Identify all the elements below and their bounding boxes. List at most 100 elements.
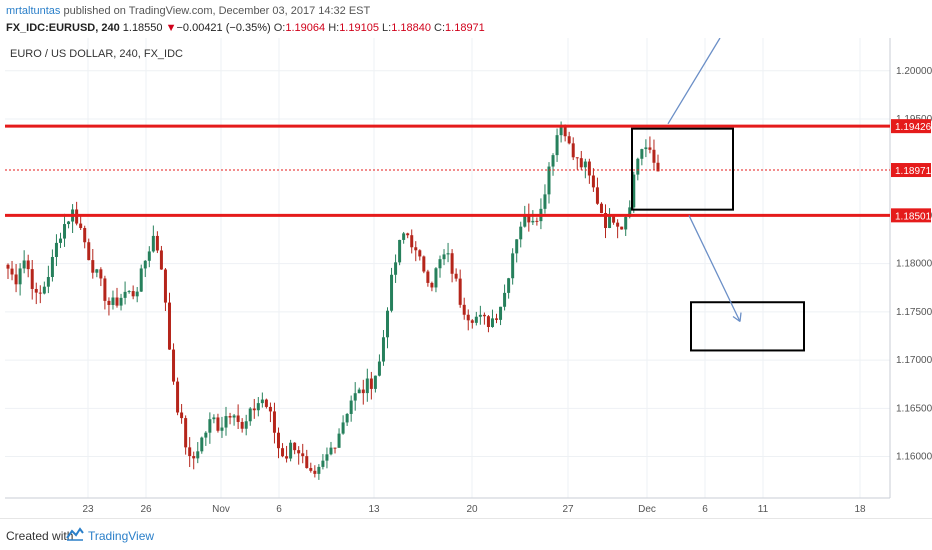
created-with-text: Created with bbox=[6, 529, 74, 543]
low-label: L: bbox=[382, 22, 392, 34]
candle-body bbox=[256, 403, 260, 411]
candle-body bbox=[495, 318, 499, 320]
x-tick-label: Nov bbox=[212, 504, 230, 515]
publish-info: published on TradingView.com, December 0… bbox=[60, 5, 371, 17]
chart-area[interactable]: 1.200001.195001.185001.180001.175001.170… bbox=[0, 38, 932, 518]
arrow-head-icon bbox=[732, 312, 742, 323]
candle-body bbox=[531, 220, 535, 223]
candle-body bbox=[624, 216, 628, 230]
candle-body bbox=[466, 314, 470, 321]
candle-body bbox=[515, 239, 519, 254]
candle-body bbox=[232, 415, 236, 418]
candle-body bbox=[260, 399, 264, 404]
candle-body bbox=[543, 194, 547, 209]
candle-body bbox=[119, 297, 123, 306]
candle-body bbox=[337, 433, 341, 448]
candle-body bbox=[289, 442, 293, 459]
candle-body bbox=[414, 247, 418, 251]
candle-body bbox=[321, 460, 325, 467]
candle-body bbox=[418, 250, 422, 257]
candle-body bbox=[216, 417, 220, 431]
author-link[interactable]: mrtaltuntas bbox=[6, 5, 61, 17]
candle-body bbox=[244, 421, 248, 429]
x-tick-label: 11 bbox=[758, 504, 769, 515]
candle-body bbox=[155, 235, 159, 251]
candle-body bbox=[208, 419, 212, 433]
candle-body bbox=[446, 253, 450, 255]
candle-body bbox=[595, 187, 599, 204]
candle-body bbox=[490, 318, 494, 327]
y-tick-label: 1.17500 bbox=[896, 307, 932, 318]
candle-body bbox=[10, 268, 14, 275]
candle-body bbox=[127, 291, 131, 293]
candle-body bbox=[474, 316, 478, 323]
candle-body bbox=[386, 310, 390, 338]
candle-body bbox=[563, 125, 567, 137]
candle-body bbox=[579, 158, 583, 168]
candle-body bbox=[95, 269, 99, 273]
candle-body bbox=[135, 291, 139, 297]
candle-body bbox=[394, 262, 398, 275]
x-tick-label: 23 bbox=[82, 504, 94, 515]
candle-body bbox=[180, 412, 184, 419]
candle-body bbox=[377, 361, 381, 376]
footer: Created with TradingView bbox=[0, 518, 932, 550]
candle-body bbox=[357, 389, 361, 394]
candle-body bbox=[587, 161, 591, 176]
candle-body bbox=[442, 254, 446, 260]
candle-body bbox=[111, 297, 115, 305]
price-tag bbox=[891, 163, 931, 178]
candle-body bbox=[103, 278, 107, 301]
candle-body bbox=[220, 427, 224, 431]
y-tick-label: 1.16500 bbox=[896, 403, 932, 414]
candle-body bbox=[591, 175, 595, 188]
candle-body bbox=[551, 155, 555, 167]
x-tick-label: 13 bbox=[368, 504, 380, 515]
candle-body bbox=[167, 302, 171, 350]
candle-body bbox=[547, 166, 551, 195]
high-value: 1.19105 bbox=[339, 22, 379, 34]
candle-body bbox=[83, 228, 87, 243]
candle-body bbox=[648, 147, 652, 150]
close-value: 1.18971 bbox=[445, 22, 485, 34]
candle-body bbox=[58, 238, 62, 243]
candle-body bbox=[511, 253, 515, 279]
candle-body bbox=[434, 268, 438, 288]
candle-body bbox=[616, 222, 620, 227]
candle-body bbox=[107, 300, 111, 305]
tradingview-brand[interactable]: TradingView bbox=[88, 529, 155, 543]
candle-body bbox=[123, 291, 127, 298]
x-tick-label: 20 bbox=[466, 504, 478, 515]
trend-arrow-up bbox=[667, 38, 721, 125]
tradingview-logo-icon[interactable] bbox=[66, 527, 84, 541]
candle-body bbox=[333, 447, 337, 449]
candle-body bbox=[172, 349, 176, 382]
candle-body bbox=[18, 268, 22, 285]
candle-body bbox=[192, 456, 196, 459]
candle-body bbox=[317, 466, 321, 474]
candle-body bbox=[636, 158, 640, 175]
candle-body bbox=[608, 215, 612, 229]
candle-body bbox=[426, 271, 430, 283]
candle-body bbox=[67, 221, 71, 225]
candle-body bbox=[486, 316, 490, 327]
candle-body bbox=[236, 415, 240, 422]
price-tag-label: 1.19426 bbox=[895, 122, 932, 133]
candle-body bbox=[470, 320, 474, 323]
price-tag-label: 1.18501 bbox=[895, 211, 932, 222]
candle-body bbox=[656, 162, 660, 172]
candle-body bbox=[297, 450, 301, 454]
candle-body bbox=[268, 406, 272, 412]
chart-header: mrtaltuntas published on TradingView.com… bbox=[0, 0, 932, 38]
price-chart[interactable]: 1.200001.195001.185001.180001.175001.170… bbox=[0, 38, 932, 518]
candle-body bbox=[264, 399, 268, 407]
candle-body bbox=[527, 214, 531, 223]
candle-body bbox=[301, 453, 305, 457]
candle-body bbox=[398, 239, 402, 263]
candle-body bbox=[159, 250, 163, 270]
candle-body bbox=[272, 411, 276, 433]
candle-body bbox=[329, 447, 333, 455]
open-label: O: bbox=[273, 22, 286, 34]
candle-body bbox=[604, 212, 608, 229]
candle-body bbox=[240, 421, 244, 429]
